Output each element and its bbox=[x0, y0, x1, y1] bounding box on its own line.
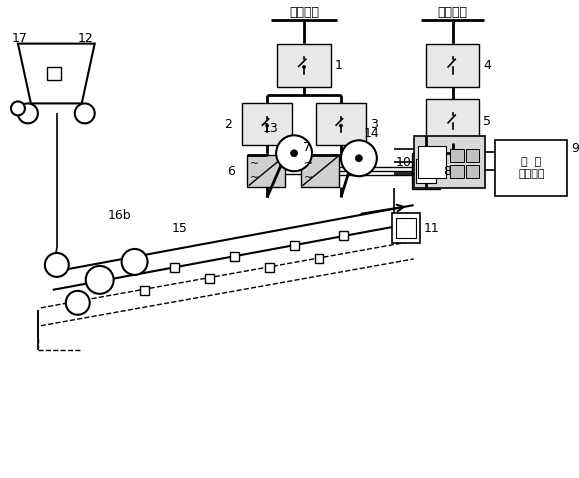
Text: 1: 1 bbox=[335, 59, 343, 72]
Bar bbox=[412, 153, 439, 189]
Bar bbox=[449, 165, 464, 178]
Text: 7: 7 bbox=[303, 141, 311, 154]
Bar bbox=[265, 263, 274, 272]
Circle shape bbox=[291, 150, 298, 157]
Text: 动力电源: 动力电源 bbox=[289, 6, 319, 19]
Text: ~: ~ bbox=[303, 159, 313, 169]
Bar bbox=[417, 146, 446, 178]
Bar bbox=[466, 165, 479, 178]
Text: ~: ~ bbox=[250, 159, 259, 169]
Bar bbox=[301, 155, 339, 187]
Circle shape bbox=[303, 65, 306, 68]
Bar bbox=[247, 155, 285, 187]
Text: 12: 12 bbox=[78, 32, 93, 45]
Text: ~: ~ bbox=[303, 173, 313, 183]
Circle shape bbox=[11, 101, 25, 115]
Text: 3: 3 bbox=[370, 118, 378, 131]
Circle shape bbox=[75, 103, 95, 123]
Bar bbox=[466, 149, 479, 162]
Text: 5: 5 bbox=[483, 115, 492, 128]
Circle shape bbox=[122, 249, 148, 275]
Bar bbox=[277, 43, 331, 87]
Bar bbox=[392, 213, 420, 243]
Text: 15: 15 bbox=[171, 221, 188, 235]
Circle shape bbox=[356, 155, 362, 162]
Circle shape bbox=[86, 266, 113, 294]
Bar bbox=[140, 286, 149, 295]
Bar bbox=[496, 141, 567, 196]
Text: 16b: 16b bbox=[108, 208, 131, 222]
Bar bbox=[414, 136, 485, 188]
Text: 2: 2 bbox=[224, 118, 232, 131]
Text: 10: 10 bbox=[396, 156, 412, 169]
Text: 13: 13 bbox=[262, 122, 278, 135]
Circle shape bbox=[18, 103, 38, 123]
Bar bbox=[339, 231, 349, 240]
Circle shape bbox=[341, 141, 377, 176]
Circle shape bbox=[266, 124, 269, 127]
Text: 17: 17 bbox=[12, 32, 28, 45]
Bar bbox=[290, 241, 299, 250]
Text: 11: 11 bbox=[424, 221, 439, 235]
Text: 14: 14 bbox=[364, 127, 380, 140]
Circle shape bbox=[66, 291, 90, 315]
Bar bbox=[242, 103, 292, 145]
Bar bbox=[416, 159, 435, 183]
Bar bbox=[426, 43, 479, 87]
Circle shape bbox=[45, 253, 69, 277]
Bar bbox=[316, 103, 366, 145]
Bar bbox=[170, 263, 179, 272]
Bar bbox=[426, 99, 479, 143]
Text: 9: 9 bbox=[571, 142, 579, 155]
Bar bbox=[396, 218, 416, 238]
Bar bbox=[47, 66, 61, 80]
Text: 矿  山
局域网络: 矿 山 局域网络 bbox=[518, 157, 545, 179]
Bar bbox=[230, 252, 239, 261]
Bar bbox=[314, 254, 324, 263]
Bar bbox=[205, 274, 214, 283]
Text: 8: 8 bbox=[444, 165, 452, 178]
Bar bbox=[449, 149, 464, 162]
Text: 4: 4 bbox=[483, 59, 492, 72]
Text: ~: ~ bbox=[250, 173, 259, 183]
Text: 控制电源: 控制电源 bbox=[438, 6, 468, 19]
Text: 6: 6 bbox=[228, 165, 235, 178]
Circle shape bbox=[339, 124, 342, 127]
Circle shape bbox=[276, 135, 312, 171]
